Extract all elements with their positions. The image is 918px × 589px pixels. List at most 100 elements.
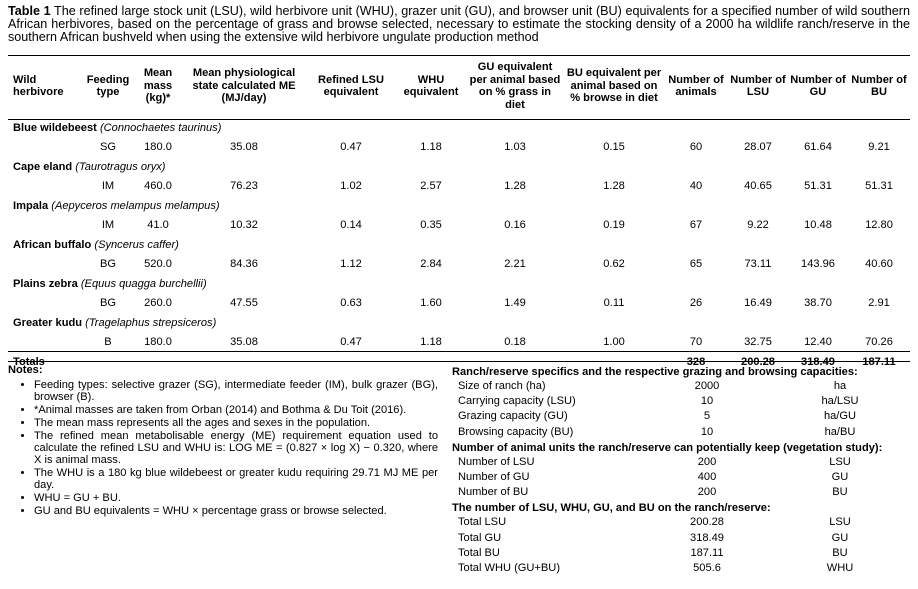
common-name: Cape eland	[13, 160, 73, 173]
specifics-label: Number of GU	[458, 471, 530, 484]
note-item: GU and BU equivalents = WHU × percentage…	[34, 505, 438, 517]
note-item: The refined mean metabolisable energy (M…	[34, 430, 438, 466]
specifics-row: Number of LSU 200 LSU	[452, 455, 908, 470]
table-cell: 9.22	[747, 219, 769, 232]
herbivore-table: Wild herbivore Feeding type Mean mass (k…	[8, 54, 910, 372]
table-cell: 70.26	[865, 336, 893, 349]
totals-label: Totals	[13, 355, 45, 368]
notes-block: Notes: Feeding types: selective grazer (…	[8, 364, 438, 518]
specifics-row: Total LSU 200.28 LSU	[452, 515, 908, 530]
notes-list: Feeding types: selective grazer (SG), in…	[8, 379, 438, 517]
table-cell: 0.14	[340, 219, 362, 232]
specifics-value: 318.49	[690, 531, 724, 544]
species-name-row: Greater kudu (Tragelaphus strepsiceros)	[8, 313, 910, 333]
table-cell: 40.60	[865, 258, 893, 271]
table-cell: IM	[101, 219, 115, 232]
table-cell: 35.08	[230, 141, 258, 154]
table-cell: B	[104, 336, 112, 349]
specifics-table: Number of LSU 200 LSU Number of GU 400 GU Numb…	[452, 455, 908, 501]
table-cell: 51.31	[804, 180, 832, 193]
table-cell: 1.02	[340, 180, 362, 193]
specifics-value: 200	[697, 486, 717, 499]
col-header: WHU equivalent	[403, 73, 459, 99]
specifics-label: Number of LSU	[458, 455, 535, 468]
table-cell: 1.03	[504, 141, 526, 154]
section-title: Number of animal units the ranch/reserve…	[452, 441, 883, 454]
totals-row: Totals 328 200.28 318.49 187.11	[8, 352, 910, 372]
note-item: The mean mass represents all the ages an…	[34, 417, 438, 429]
table-cell: 10.32	[230, 219, 258, 232]
table-cell: 28.07	[744, 141, 772, 154]
table-cell: 1.00	[603, 336, 625, 349]
empty-cell	[8, 138, 82, 158]
col-header: Number of animals	[668, 73, 724, 99]
col-header: Number of BU	[851, 73, 907, 99]
table-cell: BG	[99, 297, 117, 310]
rule-totals	[8, 351, 910, 352]
specifics-unit: WHU	[826, 561, 854, 574]
table-caption: Table 1 The refined large stock unit (LS…	[8, 5, 910, 44]
table-cell: 41.0	[147, 219, 169, 232]
specifics-table: Size of ranch (ha) 2000 ha Carrying capacit…	[452, 379, 908, 440]
table-cell: 520.0	[144, 258, 172, 271]
scientific-name: (Taurotragus oryx)	[75, 160, 166, 173]
specifics-unit: LSU	[829, 455, 851, 468]
species-name-row: Impala (Aepyceros melampus melampus)	[8, 196, 910, 216]
table-cell: 1.28	[504, 180, 526, 193]
table-cell: 260.0	[144, 297, 172, 310]
table-cell: 1.18	[420, 336, 442, 349]
caption-text: The refined large stock unit (LSU), wild…	[8, 4, 910, 44]
specifics-label: Total GU	[458, 531, 502, 544]
specifics-unit: BU	[832, 546, 848, 559]
table-cell: 0.47	[340, 141, 362, 154]
empty-cell	[8, 216, 82, 236]
table-cell: 10.48	[804, 219, 832, 232]
table-cell: 0.35	[420, 219, 442, 232]
table-cell: 65	[689, 258, 703, 271]
col-header: Number of GU	[790, 73, 846, 99]
specifics-row: Browsing capacity (BU) 10 ha/BU	[452, 425, 908, 440]
total-lsu: 200.28	[741, 355, 775, 368]
table-cell: SG	[99, 141, 117, 154]
scientific-name: (Equus quagga burchellii)	[80, 277, 207, 290]
table-cell: 47.55	[230, 297, 258, 310]
table-cell: 2.57	[420, 180, 442, 193]
specifics-row: Number of BU 200 BU	[452, 485, 908, 500]
rule-header-bottom	[8, 119, 910, 120]
table-cell: 67	[689, 219, 703, 232]
empty-cell	[8, 255, 82, 275]
table-row: BG 520.0 84.36 1.12 2.84 2.21 0.62 65 73.11 143.9…	[8, 255, 910, 275]
table-cell: 76.23	[230, 180, 258, 193]
species-name-row: African buffalo (Syncerus caffer)	[8, 235, 910, 255]
specifics-unit: BU	[832, 486, 848, 499]
col-header: Number of LSU	[730, 73, 786, 99]
specifics-value: 200	[697, 455, 717, 468]
specifics-label: Grazing capacity (GU)	[458, 410, 568, 423]
specifics-unit: GU	[831, 531, 849, 544]
empty-cell	[8, 177, 82, 197]
specifics-value: 10	[700, 395, 714, 408]
specifics-unit: GU	[831, 471, 849, 484]
table-cell: 70	[689, 336, 703, 349]
table-cell: 0.19	[603, 219, 625, 232]
common-name: Impala	[13, 199, 49, 212]
table-cell: 26	[689, 297, 703, 310]
table-cell: 40	[689, 180, 703, 193]
table-cell: 51.31	[865, 180, 893, 193]
table-cell: 1.12	[340, 258, 362, 271]
table-cell: 9.21	[868, 141, 890, 154]
table-cell: 12.40	[804, 336, 832, 349]
table-cell: 0.15	[603, 141, 625, 154]
table-cell: 35.08	[230, 336, 258, 349]
header-row: Wild herbivore Feeding type Mean mass (k…	[8, 54, 910, 118]
rule-notes-top	[8, 361, 910, 362]
table-cell: 16.49	[744, 297, 772, 310]
table-cell: IM	[101, 180, 115, 193]
table-cell: 460.0	[144, 180, 172, 193]
specifics-value: 5	[703, 410, 711, 423]
specifics-value: 400	[697, 471, 717, 484]
col-header: Mean physiological state calculated ME (…	[192, 67, 296, 105]
common-name: Greater kudu	[13, 316, 83, 329]
table-cell: 12.80	[865, 219, 893, 232]
total-gu: 318.49	[801, 355, 835, 368]
